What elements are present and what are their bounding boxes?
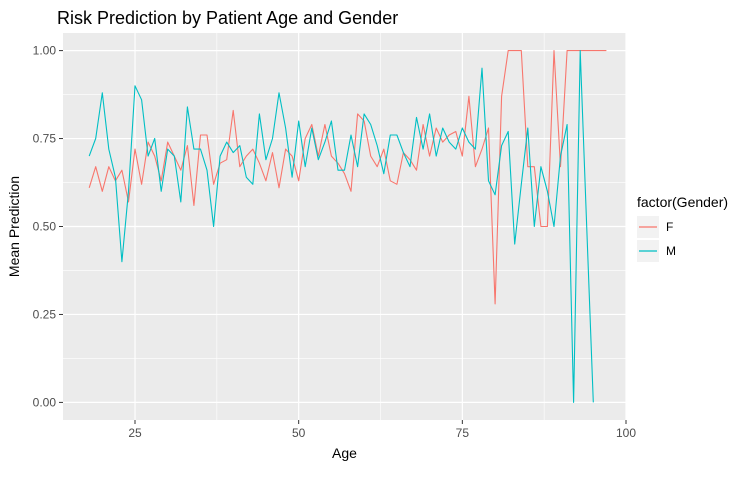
- legend-label-F: F: [666, 220, 673, 234]
- x-tick-label: 100: [616, 426, 636, 440]
- series-line-F: [88, 50, 607, 305]
- y-axis-title: Mean Prediction: [6, 176, 22, 277]
- x-axis: 25 50 75 100: [128, 420, 636, 440]
- chart-title: Risk Prediction by Patient Age and Gende…: [57, 8, 398, 28]
- y-tick-label: 0.25: [33, 307, 57, 321]
- x-tick-label: 75: [456, 426, 470, 440]
- series-layer: [88, 50, 607, 403]
- legend: factor(Gender) FM: [637, 194, 728, 262]
- legend-label-M: M: [666, 244, 676, 258]
- y-tick-label: 0.50: [33, 220, 57, 234]
- y-tick-label: 1.00: [33, 44, 57, 58]
- y-tick-label: 0.00: [33, 395, 57, 409]
- x-tick-label: 25: [128, 426, 142, 440]
- y-tick-label: 0.75: [33, 132, 57, 146]
- legend-items: FM: [637, 216, 676, 262]
- x-tick-label: 50: [292, 426, 306, 440]
- legend-title: factor(Gender): [637, 194, 728, 210]
- y-axis: 0.00 0.25 0.50 0.75 1.00: [33, 44, 63, 409]
- grid-major: [63, 33, 627, 420]
- x-axis-title: Age: [332, 445, 357, 461]
- series-line-M: [88, 50, 594, 403]
